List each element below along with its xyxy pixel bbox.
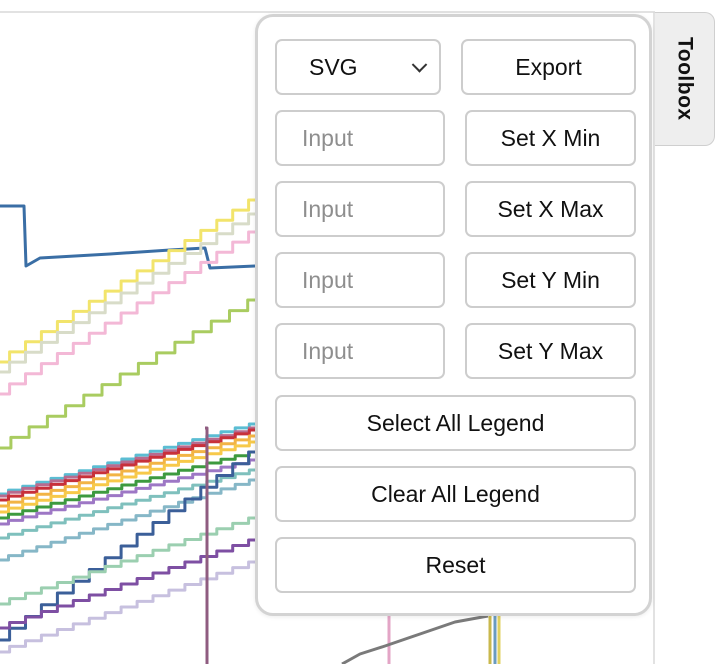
series-line (0, 422, 255, 496)
set-y-min-button[interactable]: Set Y Min (465, 252, 636, 308)
x-max-input[interactable]: Input (275, 181, 445, 237)
series-line (0, 468, 255, 540)
clear-all-legend-label: Clear All Legend (371, 480, 540, 507)
series-line (0, 230, 255, 396)
line-chart (0, 11, 655, 664)
toolbox-panel: SVG Export Input Set X Min Input Set X M… (255, 14, 652, 616)
set-y-max-label: Set Y Max (497, 337, 604, 364)
x-min-input[interactable]: Input (275, 110, 445, 166)
series-line (0, 212, 255, 374)
export-button-label: Export (515, 53, 582, 80)
export-format-value: SVG (309, 53, 358, 80)
series-line (0, 450, 255, 520)
export-button[interactable]: Export (461, 39, 636, 95)
set-x-max-label: Set X Max (497, 195, 604, 222)
series-line (0, 204, 256, 270)
series-line (0, 426, 255, 498)
reset-button[interactable]: Reset (275, 537, 636, 593)
select-all-legend-label: Select All Legend (366, 409, 545, 436)
series-line (0, 450, 255, 642)
series-line (0, 516, 255, 606)
series-line (0, 560, 255, 654)
series-line (205, 426, 209, 664)
series-line (0, 458, 255, 526)
series-line (0, 298, 255, 450)
chart-plot (0, 11, 655, 664)
set-x-max-button[interactable]: Set X Max (465, 181, 636, 237)
y-max-input[interactable]: Input (275, 323, 445, 379)
toolbox-tab-label: Toolbox (673, 37, 697, 121)
y-min-input[interactable]: Input (275, 252, 445, 308)
series-line (341, 614, 489, 664)
toolbox-tab[interactable]: Toolbox (655, 12, 715, 146)
series-line (488, 614, 492, 664)
series-line (0, 538, 255, 630)
y-min-placeholder: Input (302, 266, 354, 293)
export-format-select[interactable]: SVG (275, 39, 441, 95)
set-x-min-button[interactable]: Set X Min (465, 110, 636, 166)
series-line (0, 198, 255, 364)
select-all-legend-button[interactable]: Select All Legend (275, 395, 636, 451)
x-min-placeholder: Input (302, 124, 354, 151)
series-line (0, 428, 255, 502)
series-line (0, 440, 255, 514)
set-y-max-button[interactable]: Set Y Max (465, 323, 636, 379)
set-y-min-label: Set Y Min (501, 266, 600, 293)
chevron-down-icon (411, 57, 428, 73)
series-line (497, 614, 501, 664)
y-max-placeholder: Input (302, 337, 354, 364)
series-line (0, 434, 255, 508)
clear-all-legend-button[interactable]: Clear All Legend (275, 466, 636, 522)
series-line (0, 478, 255, 562)
set-x-min-label: Set X Min (500, 124, 601, 151)
series-line (493, 614, 497, 664)
reset-button-label: Reset (425, 551, 486, 578)
series-line (387, 614, 391, 664)
x-max-placeholder: Input (302, 195, 354, 222)
